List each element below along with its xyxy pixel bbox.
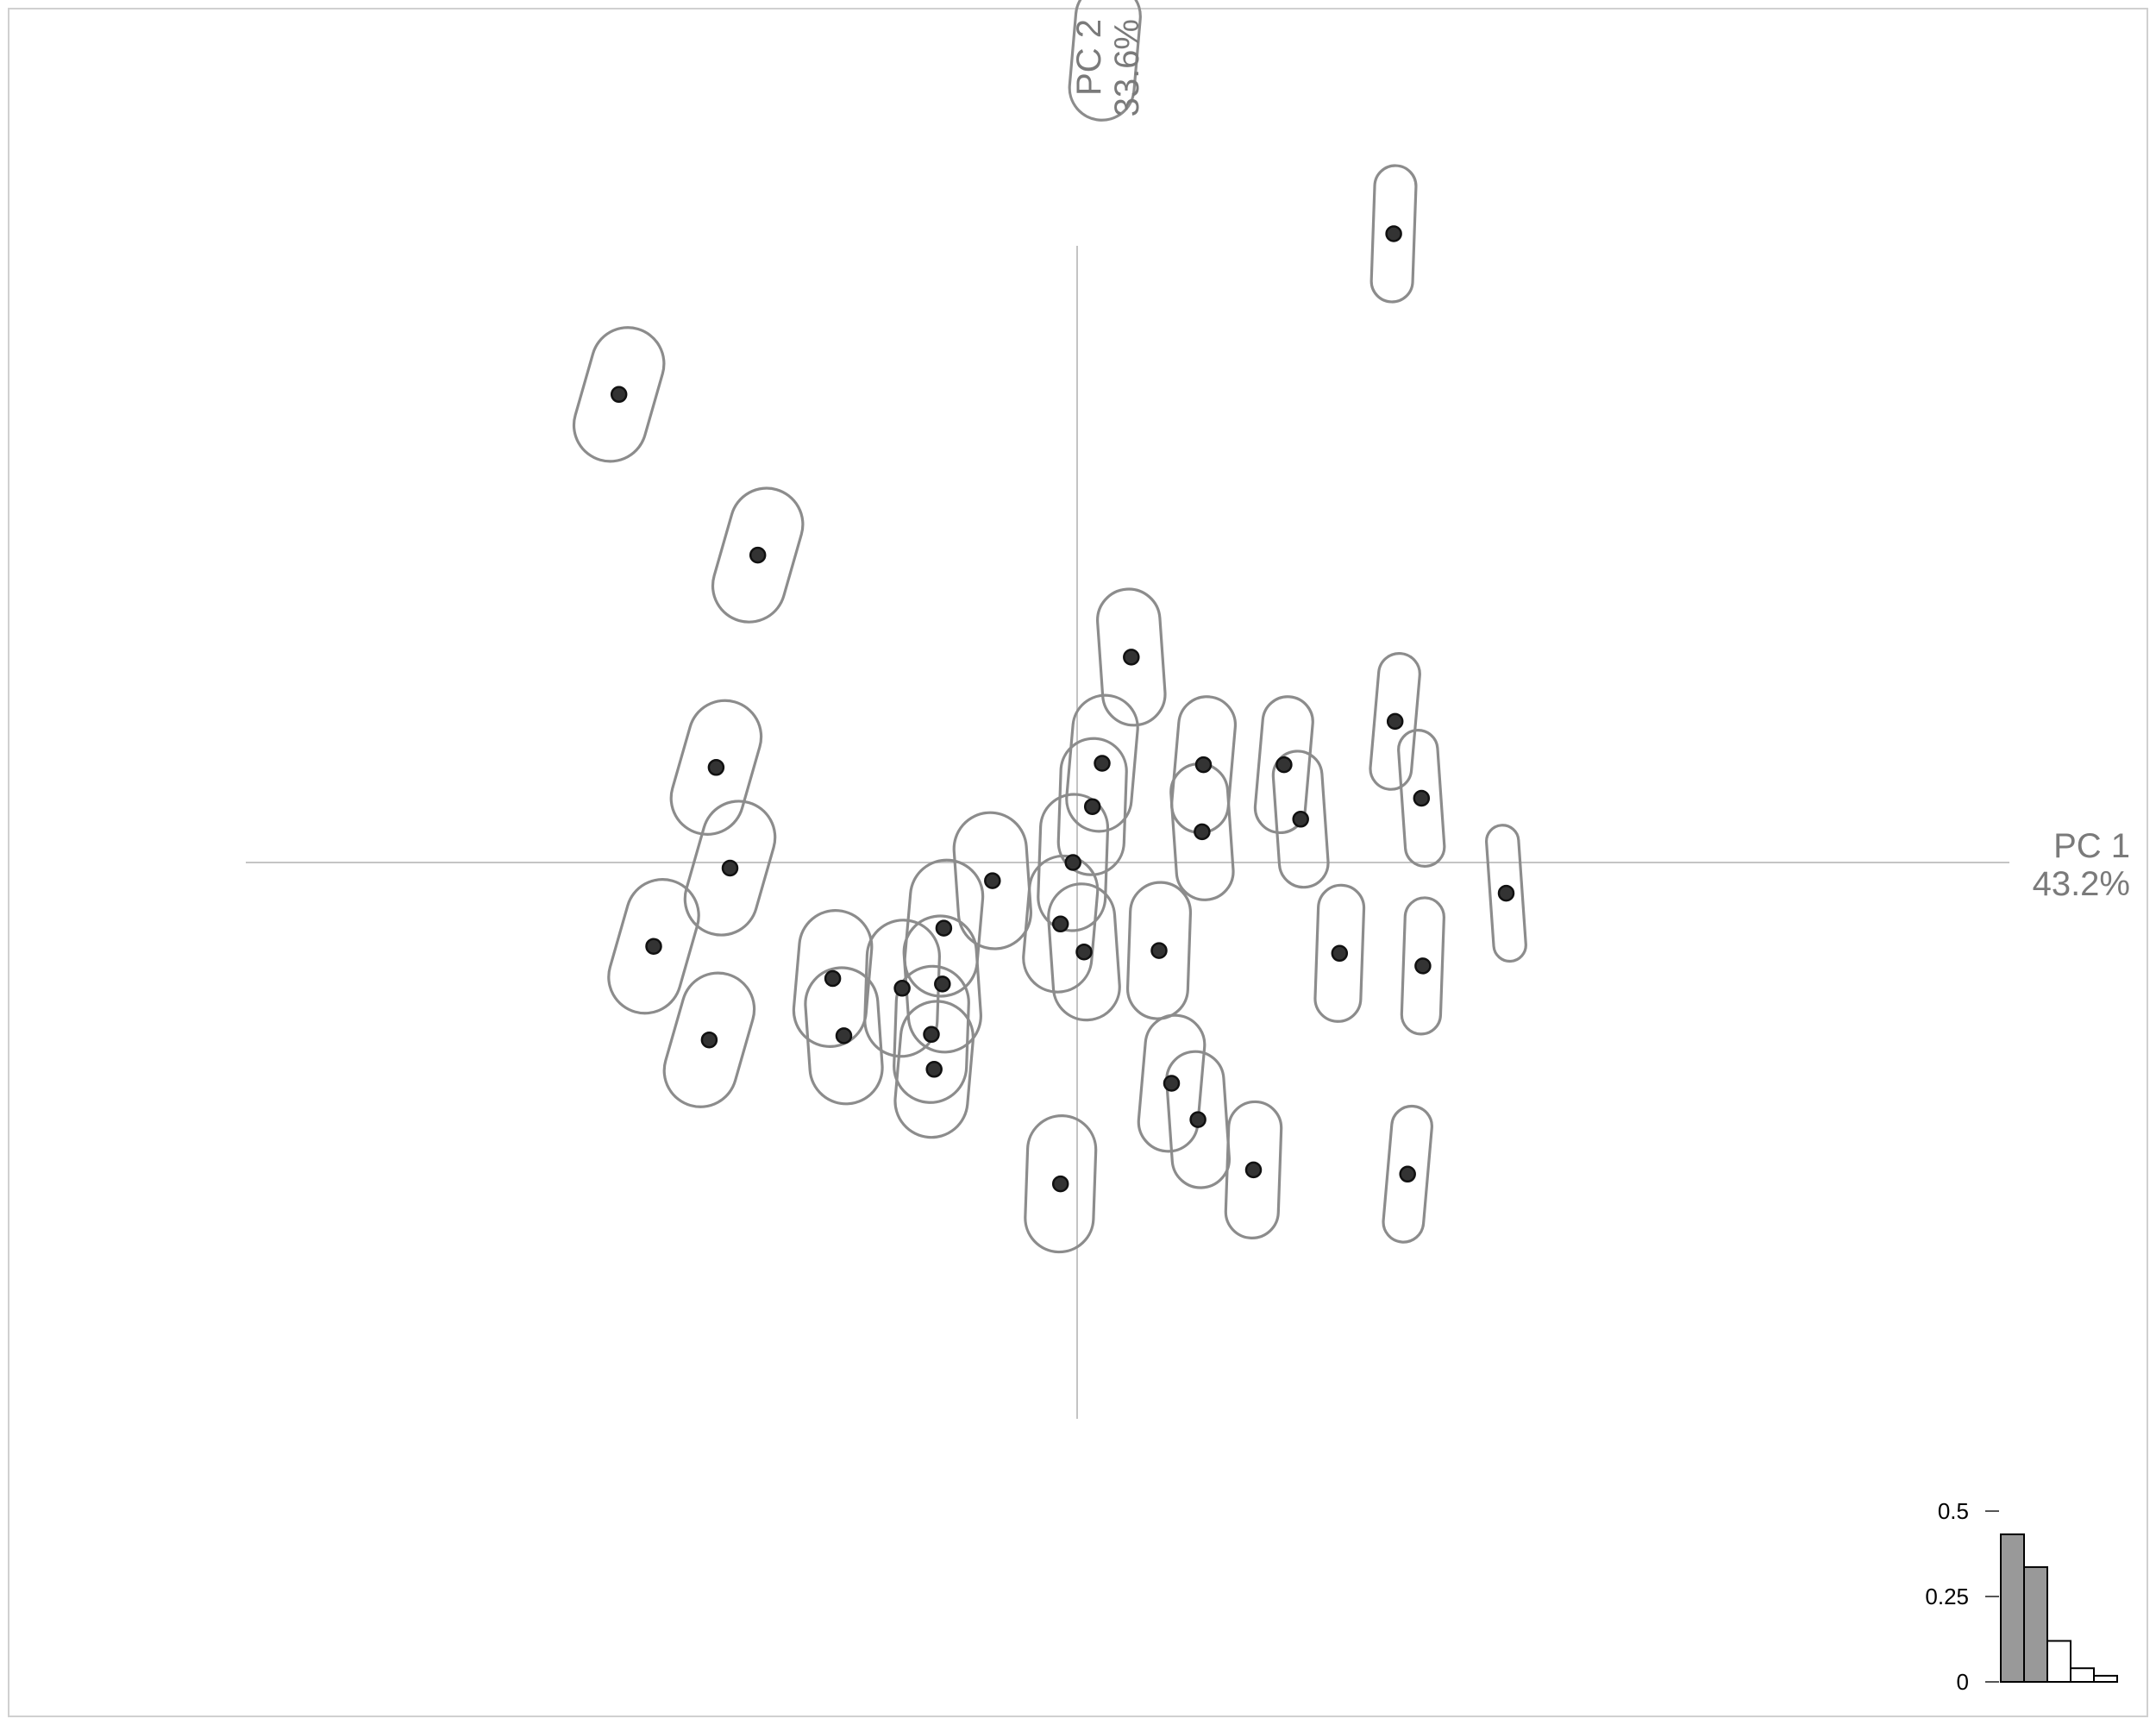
score-point xyxy=(1150,942,1168,959)
point-outline xyxy=(804,966,884,1106)
point-outline xyxy=(1313,883,1366,1023)
score-point xyxy=(1094,755,1111,772)
point-outline xyxy=(1068,0,1142,122)
score-point xyxy=(1123,649,1140,666)
score-point xyxy=(1414,957,1432,975)
eigenvalue-barplot: 0.5 0.25 0 xyxy=(1925,1498,2118,1695)
pc1-axis-percent: 43.2% xyxy=(2033,865,2130,903)
score-point xyxy=(835,1027,853,1044)
score-point xyxy=(1413,789,1431,807)
pc2-axis-name: PC 2 xyxy=(1070,19,1108,96)
point-outline xyxy=(669,699,763,836)
point-outline xyxy=(1369,652,1421,791)
score-point xyxy=(1399,1165,1416,1183)
score-point xyxy=(934,975,951,993)
score-point xyxy=(923,1026,940,1044)
scree-tick-label: 0.5 xyxy=(1938,1498,1969,1524)
point-outline xyxy=(1382,1104,1433,1244)
score-point xyxy=(1194,756,1213,774)
point-outline xyxy=(1369,164,1418,304)
pc1-axis-name: PC 1 xyxy=(2053,827,2130,865)
point-outline xyxy=(607,878,700,1015)
scree-bar xyxy=(2070,1667,2095,1683)
scree-bars xyxy=(2000,1533,2118,1684)
score-point xyxy=(1051,915,1069,933)
point-outline xyxy=(662,971,756,1108)
point-outline xyxy=(903,858,985,998)
score-point xyxy=(1292,811,1309,828)
point-outline xyxy=(893,964,970,1104)
score-point xyxy=(893,980,911,997)
score-point xyxy=(700,1031,718,1049)
point-outline xyxy=(1047,882,1121,1022)
point-outline xyxy=(1484,824,1527,963)
scores-points xyxy=(610,225,1515,1193)
scree-bar xyxy=(2023,1565,2048,1684)
point-outline xyxy=(1125,881,1193,1020)
score-point xyxy=(1064,854,1081,871)
score-point xyxy=(1331,944,1349,963)
scree-bar xyxy=(2000,1533,2025,1684)
point-outline xyxy=(1400,896,1445,1036)
point-outline xyxy=(711,486,805,624)
point-outline xyxy=(1165,1050,1232,1189)
point-outline xyxy=(893,1000,975,1139)
score-point xyxy=(1083,798,1101,815)
score-point xyxy=(1275,756,1293,774)
point-outline xyxy=(1056,737,1128,876)
score-point xyxy=(707,759,725,776)
score-point xyxy=(721,859,739,877)
scree-tick-label: 0.25 xyxy=(1925,1584,1969,1609)
pc2-axis-percent: 33.6% xyxy=(1108,19,1146,116)
score-point xyxy=(1386,712,1404,731)
point-outline xyxy=(683,800,777,937)
pc2-axis-label: PC 2 33.6% xyxy=(1070,19,1146,116)
outline-shapes xyxy=(572,0,1527,1254)
point-outline xyxy=(952,811,1032,950)
point-outline xyxy=(1137,1013,1206,1153)
score-point xyxy=(824,969,842,988)
score-point xyxy=(749,546,767,564)
point-outline xyxy=(572,326,666,463)
score-point xyxy=(1189,1111,1206,1128)
score-point xyxy=(1385,225,1402,242)
point-outline xyxy=(1224,1100,1283,1239)
score-point xyxy=(1075,943,1093,961)
score-point xyxy=(1194,823,1211,841)
point-outline xyxy=(1271,750,1330,889)
point-outline xyxy=(1024,1114,1098,1254)
score-point xyxy=(925,1061,943,1078)
score-point xyxy=(610,386,628,404)
score-point xyxy=(1051,1175,1069,1193)
score-point xyxy=(645,938,662,955)
score-point xyxy=(1163,1075,1181,1092)
score-point xyxy=(935,919,953,937)
point-outline xyxy=(1037,793,1110,932)
score-point xyxy=(1497,884,1515,902)
scree-tick-label: 0 xyxy=(1957,1669,1969,1695)
point-outline xyxy=(1397,729,1446,868)
score-point xyxy=(984,872,1001,889)
scree-bar xyxy=(2046,1640,2071,1683)
scree-bar xyxy=(2093,1674,2118,1684)
point-outline xyxy=(1096,587,1167,727)
score-point xyxy=(1244,1161,1263,1179)
point-outline xyxy=(1065,693,1139,833)
